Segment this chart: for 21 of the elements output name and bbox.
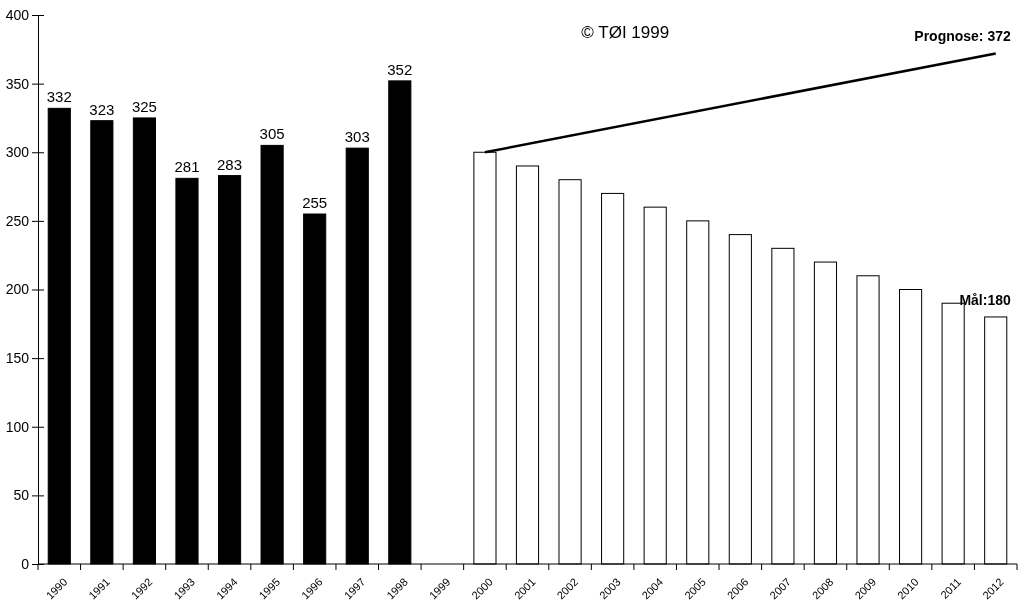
y-tick-label: 150: [5, 350, 30, 367]
data-label: 305: [259, 125, 285, 143]
data-label: 303: [344, 128, 370, 146]
y-tick-label: 400: [5, 6, 30, 23]
data-label: 283: [217, 155, 243, 173]
data-label: 332: [46, 88, 72, 106]
data-label: 323: [89, 100, 115, 118]
y-tick-label: 0: [21, 555, 30, 572]
y-tick-label: 350: [5, 75, 30, 92]
data-label: 281: [174, 158, 200, 176]
y-tick-label: 300: [5, 144, 30, 161]
y-tick-label: 200: [5, 281, 30, 298]
y-tick-label: 50: [13, 487, 30, 504]
data-label: 255: [302, 194, 328, 212]
y-tick-label: 100: [5, 418, 30, 435]
annotation: Prognose: 372: [914, 28, 1011, 45]
data-label: 352: [387, 60, 413, 78]
annotation: © TØI 1999: [581, 23, 670, 42]
data-label: 325: [131, 97, 157, 115]
y-tick-label: 250: [5, 212, 30, 229]
annotation: Mål:180: [959, 291, 1011, 308]
